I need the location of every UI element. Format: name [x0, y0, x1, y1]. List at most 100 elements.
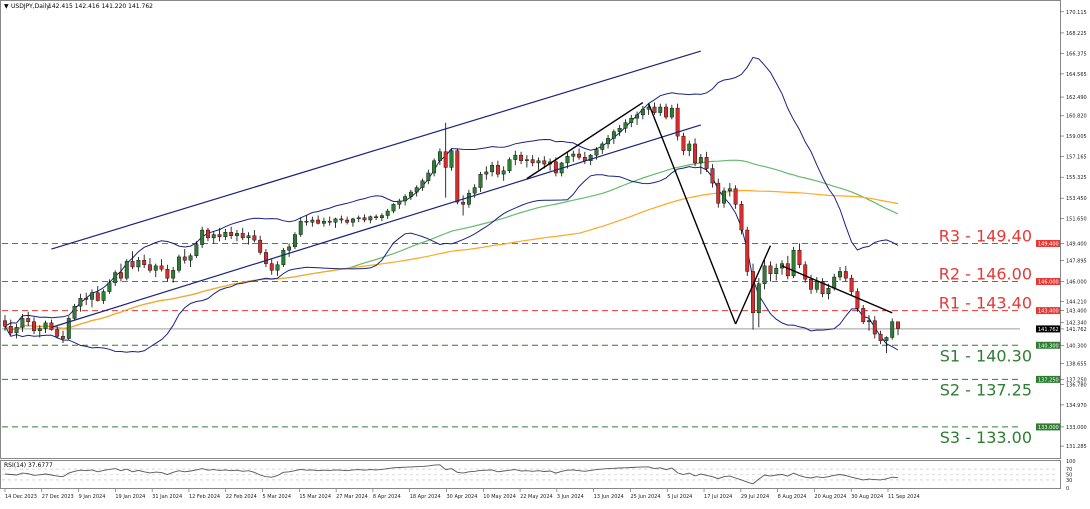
candle-body [652, 106, 657, 113]
candle-body [814, 281, 819, 290]
candle-body [66, 318, 71, 339]
candle-body [681, 135, 686, 151]
candle-body [397, 200, 402, 205]
price-tick-label: 137.250 [1066, 377, 1087, 383]
candle-body [356, 217, 361, 220]
time-tick-label: 14 Dec 2023 [5, 494, 37, 500]
price-tick-label: 131.285 [1066, 444, 1087, 450]
time-tick-label: 22 Feb 2024 [226, 494, 257, 500]
candle-body [571, 153, 576, 157]
price-tick-label: 140.300 [1066, 343, 1087, 349]
time-tick-label: 31 Jan 2024 [152, 494, 182, 500]
candle-body [890, 321, 895, 338]
price-tick-label: 133.000 [1066, 425, 1087, 431]
candle-body [84, 298, 89, 300]
candle-body [55, 329, 60, 337]
candle-body [426, 172, 431, 182]
symbol-header-arrow: ▼ [4, 3, 9, 10]
channel-lower-line [51, 124, 702, 328]
level-label-s2: S2 - 137.25 [940, 380, 1032, 399]
candle-body [785, 263, 790, 277]
time-tick-label: 27 Mar 2024 [336, 494, 368, 500]
candle-body [606, 138, 611, 145]
candle-body [791, 249, 796, 277]
candle-body [362, 217, 367, 221]
candle-body [542, 160, 547, 165]
candle-body [861, 308, 866, 322]
time-tick-label: 30 Apr 2024 [447, 494, 478, 500]
candle-body [872, 320, 877, 335]
time-tick-label: 22 May 2024 [520, 494, 553, 500]
candle-body [14, 327, 19, 334]
candle-body [809, 279, 813, 290]
candle-body [177, 256, 181, 271]
candle-body [588, 154, 593, 161]
candle-body [664, 106, 668, 118]
candle-body [832, 276, 837, 289]
candle-body [466, 192, 471, 205]
price-tick-label: 159.005 [1066, 134, 1087, 140]
candle-body [635, 114, 639, 119]
candle-body [745, 229, 750, 272]
last-price-tag-text: 141.762 [1038, 327, 1059, 333]
candle-body [8, 326, 13, 334]
candle-body [119, 272, 123, 279]
rsi-tick-label: 30 [1066, 478, 1072, 484]
candle-body [188, 255, 193, 261]
level-price-tag-r1 [1036, 307, 1060, 315]
candle-body [61, 336, 65, 339]
candle-body [803, 264, 808, 280]
time-tick-label: 13 Jun 2024 [594, 494, 624, 500]
candle-body [159, 265, 164, 270]
level-price-tag-r2 [1036, 278, 1060, 286]
price-tick-label: 153.450 [1066, 196, 1087, 202]
price-tick-label: 138.655 [1066, 362, 1087, 368]
candle-body [408, 191, 413, 197]
candle-body [478, 173, 483, 188]
candle-body [321, 220, 326, 224]
time-tick-label: 29 Jul 2024 [741, 494, 769, 500]
level-label-s3: S3 - 133.00 [940, 428, 1032, 447]
candle-body [403, 196, 408, 202]
candle-body [32, 321, 36, 331]
candle-body [553, 161, 558, 174]
level-label-r3: R3 - 149.40 [939, 226, 1032, 245]
candle-body [385, 210, 390, 216]
candle-body [530, 159, 535, 164]
candle-body [774, 267, 779, 274]
time-tick-label: 5 Mar 2024 [263, 494, 292, 500]
candle-body [490, 164, 495, 173]
candle-body [658, 106, 663, 113]
price-tick-label: 160.820 [1066, 114, 1087, 120]
ma-orange-line [4, 189, 899, 331]
candle-body [43, 322, 48, 329]
candle-body [391, 204, 396, 212]
support-resistance-layer [2, 242, 1020, 428]
time-tick-label: 5 Jul 2024 [667, 494, 692, 500]
candle-body [896, 321, 900, 329]
level-price-tag-text: 149.400 [1038, 241, 1059, 247]
candle-body [374, 216, 379, 218]
time-axis: 14 Dec 2023 27 Dec 2023 9 Jan 2024 19 Jan 2… [4, 489, 920, 500]
time-tick-label: 30 Aug 2024 [851, 494, 883, 500]
candle-body [820, 281, 825, 295]
candle-body [756, 283, 761, 314]
candle-body [304, 220, 309, 223]
candle-body [733, 188, 738, 205]
candle-body [669, 107, 674, 118]
level-labels-layer: R3 - 149.40 R2 - 146.00 R1 - 143.40 S1 - 14… [939, 226, 1032, 446]
candle-body [611, 131, 616, 139]
candle-body [182, 256, 187, 261]
level-price-tag-text: 140.300 [1038, 343, 1059, 349]
candle-body [722, 190, 726, 204]
level-price-tag-text: 137.250 [1038, 377, 1059, 383]
candle-body [640, 109, 645, 116]
channel-upper-line [51, 50, 702, 250]
level-price-tag-text: 133.000 [1038, 425, 1059, 431]
candle-body [298, 220, 303, 235]
candle-body [675, 107, 680, 137]
candle-body [3, 320, 7, 327]
time-tick-label: 18 Apr 2024 [410, 494, 441, 500]
